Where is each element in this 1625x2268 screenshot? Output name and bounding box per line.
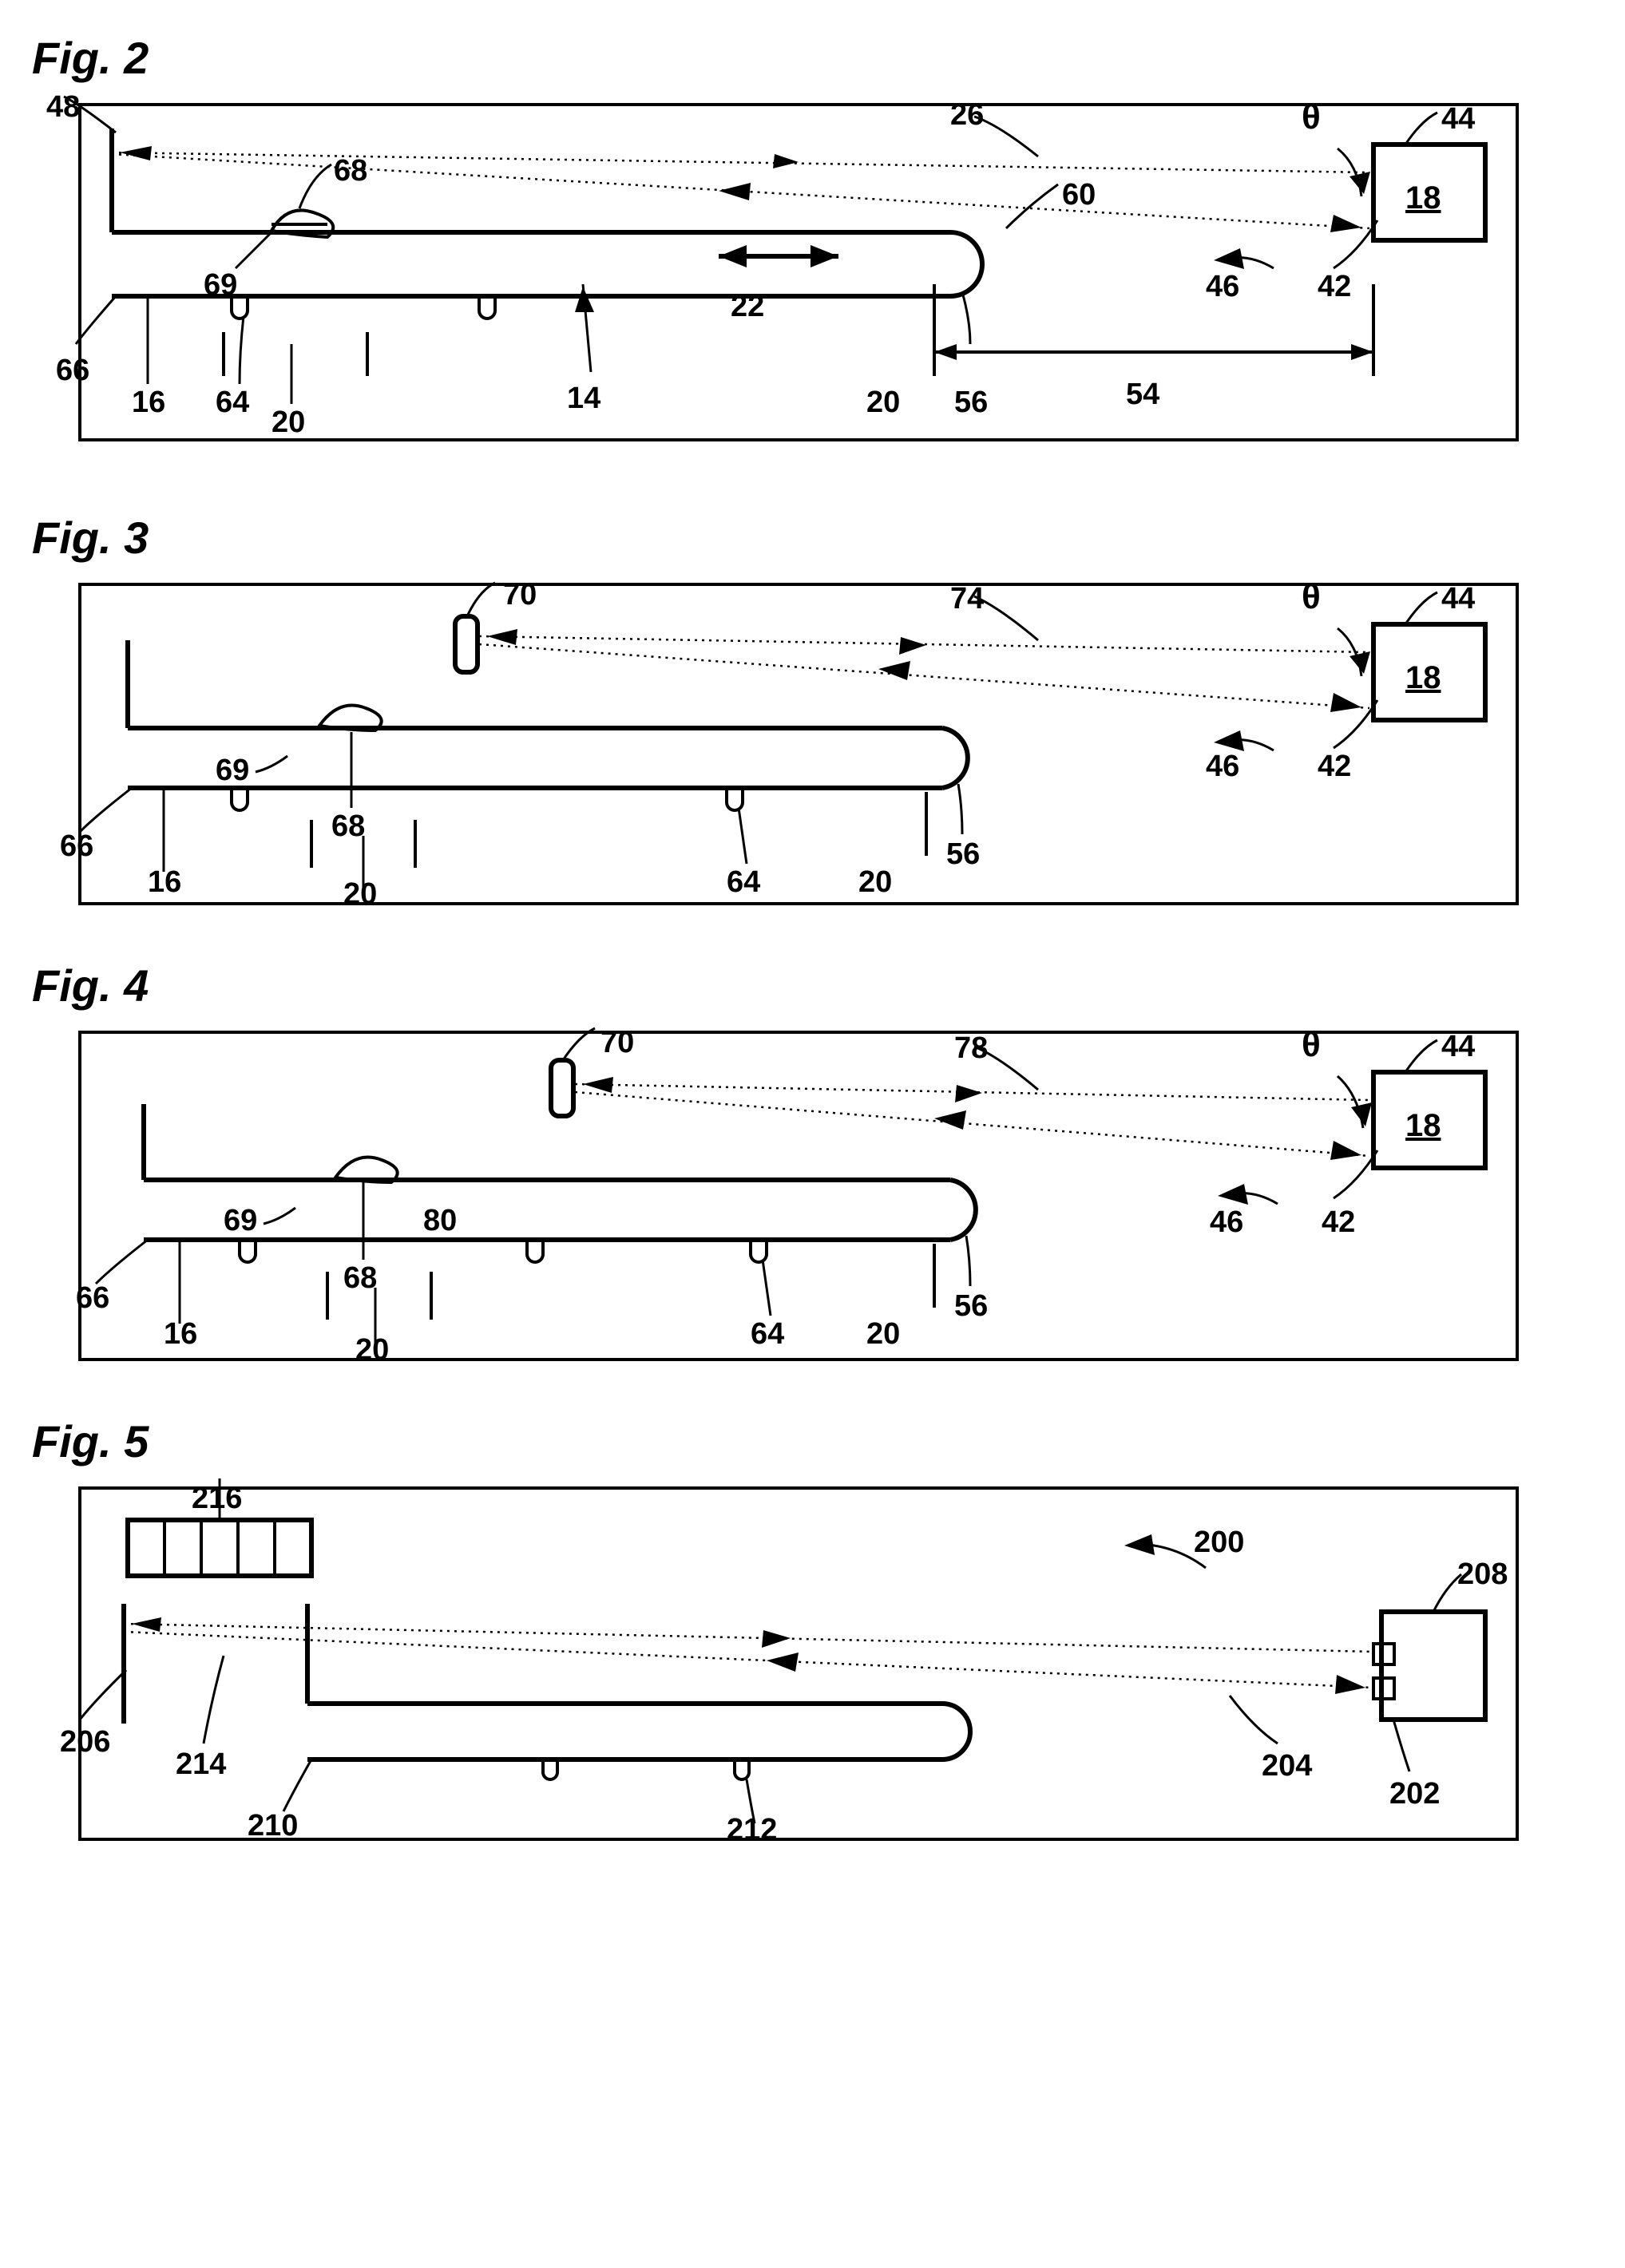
fig4-n46: 46 (1210, 1205, 1243, 1239)
fig2-n66: 66 (56, 354, 89, 387)
fig2-n54: 54 (1126, 378, 1159, 411)
fig2-n64: 64 (216, 386, 249, 419)
fig3-n64: 64 (727, 865, 760, 899)
fig5-svg: 216 200 208 206 214 204 202 210 212 (32, 1472, 1549, 1871)
fig5-n202: 202 (1389, 1777, 1440, 1811)
fig5-n204: 204 (1262, 1749, 1312, 1783)
fig4-n78: 78 (954, 1031, 988, 1065)
fig3-n66: 66 (60, 829, 93, 863)
fig2-n20a: 20 (271, 406, 305, 439)
fig2-n20b: 20 (866, 386, 900, 419)
fig4-n16: 16 (164, 1317, 197, 1351)
fig3-n16: 16 (148, 865, 181, 899)
fig3-n20a: 20 (343, 877, 377, 911)
fig4-n44: 44 (1441, 1030, 1475, 1063)
fig2-n42: 42 (1318, 270, 1351, 303)
fig5-title: Fig. 5 (32, 1415, 1593, 1467)
fig4-n80: 80 (423, 1204, 457, 1237)
fig2-n26: 26 (950, 98, 984, 132)
fig4-n68: 68 (343, 1261, 377, 1295)
fig3-n74: 74 (950, 582, 984, 615)
fig4-svg: 18 70 (32, 1016, 1549, 1391)
fig4-n20a: 20 (355, 1333, 389, 1367)
fig4-n70: 70 (600, 1026, 634, 1059)
fig4-theta: θ (1302, 1025, 1321, 1064)
fig4-title: Fig. 4 (32, 960, 1593, 1011)
fig2-n46: 46 (1206, 270, 1239, 303)
figure-4: Fig. 4 18 (32, 960, 1593, 1391)
fig4-n56: 56 (954, 1289, 988, 1323)
fig3-n20b: 20 (858, 865, 892, 899)
fig3-n70: 70 (503, 578, 537, 612)
figure-3: Fig. 3 18 (32, 512, 1593, 936)
fig2-n14: 14 (567, 382, 600, 415)
fig4-n42: 42 (1322, 1205, 1355, 1239)
fig4-n20b: 20 (866, 1317, 900, 1351)
fig5-n206: 206 (60, 1725, 110, 1759)
fig4-n64: 64 (751, 1317, 784, 1351)
fig3-n44: 44 (1441, 582, 1475, 615)
fig5-n214: 214 (176, 1748, 226, 1781)
fig2-title: Fig. 2 (32, 32, 1593, 84)
fig5-n216: 216 (192, 1482, 242, 1515)
fig2-n22: 22 (731, 290, 764, 323)
fig5-n210: 210 (248, 1809, 298, 1843)
figure-2: Fig. 2 18 (32, 32, 1593, 488)
fig3-title: Fig. 3 (32, 512, 1593, 564)
fig2-n69: 69 (204, 268, 237, 302)
fig2-source-label: 18 (1405, 180, 1441, 216)
fig5-n208: 208 (1457, 1558, 1508, 1591)
fig3-n68: 68 (331, 809, 365, 843)
fig4-source: 18 (1405, 1108, 1441, 1143)
fig3-theta: θ (1302, 577, 1321, 616)
fig2-n44: 44 (1441, 102, 1475, 136)
fig5-n200: 200 (1194, 1526, 1244, 1559)
fig2-n48: 48 (46, 90, 80, 124)
fig2-theta: θ (1302, 97, 1321, 137)
fig3-n69: 69 (216, 754, 249, 787)
fig4-n69: 69 (224, 1204, 257, 1237)
fig3-svg: 18 70 (32, 568, 1549, 936)
fig5-n212: 212 (727, 1813, 777, 1846)
fig2-n68: 68 (334, 154, 367, 188)
fig3-n56: 56 (946, 837, 980, 871)
figure-5: Fig. 5 (32, 1415, 1593, 1871)
fig3-n46: 46 (1206, 750, 1239, 783)
fig2-n56: 56 (954, 386, 988, 419)
fig2-n16: 16 (132, 386, 165, 419)
fig4-n66: 66 (76, 1281, 109, 1315)
fig2-svg: 18 (32, 89, 1549, 488)
fig3-source: 18 (1405, 660, 1441, 695)
fig3-n42: 42 (1318, 750, 1351, 783)
fig2-n60: 60 (1062, 178, 1096, 212)
